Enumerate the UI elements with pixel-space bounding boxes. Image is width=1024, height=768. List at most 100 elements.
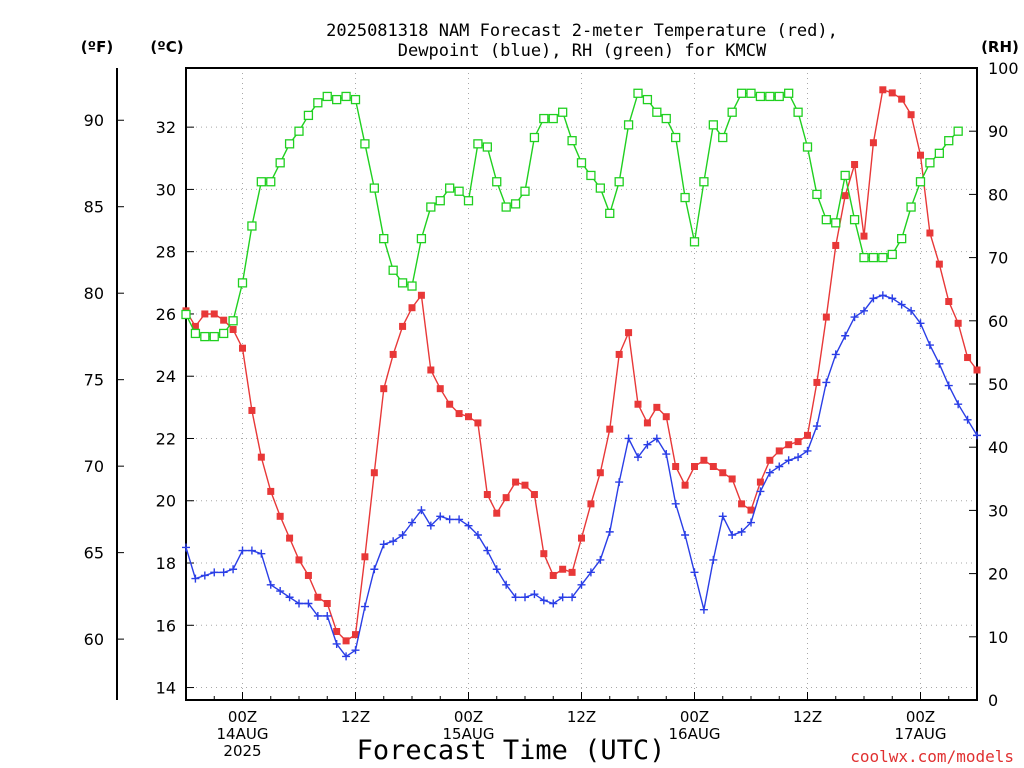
temperature-point bbox=[898, 95, 906, 103]
rh-point bbox=[388, 265, 398, 275]
rh-point bbox=[906, 202, 916, 212]
temperature-point bbox=[766, 456, 774, 464]
temperature-point bbox=[210, 310, 218, 318]
temperature-point bbox=[822, 313, 830, 321]
rh-point bbox=[275, 158, 285, 168]
temperature-point bbox=[888, 89, 896, 97]
rh-point bbox=[887, 249, 897, 260]
rh-point bbox=[501, 202, 511, 212]
dewpoint-point bbox=[784, 456, 793, 465]
dewpoint-point bbox=[276, 587, 285, 596]
dewpoint-point bbox=[342, 652, 351, 661]
x-tick-label: 12Z bbox=[793, 708, 822, 726]
x-tick-label: 00Z bbox=[228, 708, 257, 726]
temperature-point bbox=[662, 413, 670, 421]
dewpoint-point bbox=[285, 593, 294, 602]
temperature-point bbox=[342, 637, 350, 645]
dewpoint-point bbox=[521, 593, 529, 602]
temperature-point bbox=[521, 481, 529, 489]
dewpoint-point bbox=[398, 530, 407, 539]
rh-point bbox=[200, 331, 210, 342]
rh-tick-label: 10 bbox=[988, 628, 1008, 647]
dewpoint-point bbox=[455, 515, 464, 524]
celsius-tick-label: 16 bbox=[156, 616, 176, 635]
x-tick-label: 2025 bbox=[223, 742, 261, 760]
temperature-point bbox=[304, 571, 312, 579]
dewpoint-point bbox=[389, 537, 398, 546]
dewpoint-point bbox=[492, 565, 501, 574]
dewpoint-point bbox=[200, 571, 209, 580]
temperature-point bbox=[191, 322, 199, 330]
temperature-point bbox=[530, 491, 538, 499]
dewpoint-point bbox=[436, 512, 445, 521]
rh-point bbox=[209, 331, 219, 342]
rh-point bbox=[303, 110, 314, 121]
dewpoint-point bbox=[313, 611, 322, 620]
rh-point bbox=[284, 139, 295, 149]
rh-point bbox=[181, 309, 191, 320]
temperature-point bbox=[483, 491, 491, 499]
dewpoint-point bbox=[304, 599, 313, 608]
temperature-point bbox=[399, 322, 407, 330]
rh-point bbox=[539, 113, 549, 124]
rh-tick-label: 90 bbox=[988, 122, 1008, 141]
dewpoint-point bbox=[511, 593, 520, 602]
rh-point bbox=[718, 132, 728, 143]
rh-point bbox=[407, 281, 417, 291]
temperature-point bbox=[568, 568, 576, 576]
rh-point bbox=[934, 148, 944, 158]
rh-point bbox=[473, 139, 483, 149]
dewpoint-point bbox=[238, 546, 247, 555]
dewpoint-point bbox=[916, 319, 925, 328]
dewpoint-point bbox=[709, 555, 718, 564]
dewpoint-point bbox=[850, 313, 859, 322]
dewpoint-point bbox=[596, 555, 605, 564]
celsius-tick-label: 30 bbox=[156, 180, 176, 199]
dewpoint-point bbox=[652, 434, 661, 443]
dewpoint-point bbox=[370, 565, 379, 574]
rh-point bbox=[482, 142, 492, 152]
rh-point bbox=[463, 196, 474, 206]
dewpoint-point bbox=[417, 506, 426, 515]
dewpoint-point bbox=[831, 350, 840, 359]
dewpoint-point bbox=[483, 546, 492, 555]
x-axis-label: Forecast Time (UTC) bbox=[357, 735, 666, 766]
rh-point bbox=[529, 132, 540, 143]
temperature-point bbox=[465, 413, 472, 421]
chart-subtitle: Dewpoint (blue), RH (green) for KMCW bbox=[398, 41, 767, 61]
rh-point bbox=[445, 183, 455, 193]
dewpoint-point bbox=[219, 568, 228, 577]
dewpoint-point bbox=[812, 422, 821, 431]
dewpoint-point bbox=[577, 580, 586, 589]
temperature-point bbox=[267, 487, 275, 495]
dewpoint-point bbox=[897, 300, 906, 309]
celsius-tick-label: 28 bbox=[156, 243, 176, 262]
rh-point bbox=[897, 233, 907, 244]
rh-point bbox=[567, 136, 577, 146]
dewpoint-point bbox=[878, 291, 887, 300]
temperature-point bbox=[775, 447, 783, 455]
rh-point bbox=[510, 199, 521, 209]
dewpoint-point bbox=[841, 331, 850, 340]
temperature-point bbox=[408, 304, 416, 312]
temperature-point bbox=[643, 419, 651, 427]
rh-point bbox=[746, 88, 756, 98]
rh-point bbox=[416, 233, 427, 244]
dewpoint-point bbox=[257, 549, 266, 558]
dewpoint-point bbox=[332, 639, 341, 648]
dewpoint-point bbox=[426, 521, 435, 530]
temperature-point bbox=[879, 86, 887, 94]
temperature-point bbox=[709, 463, 717, 471]
rh-point bbox=[755, 91, 766, 102]
x-tick-label: 14AUG bbox=[217, 725, 269, 743]
rh-point bbox=[802, 142, 813, 152]
rh-point bbox=[228, 316, 238, 326]
dewpoint-point bbox=[775, 462, 784, 471]
dewpoint-point bbox=[671, 499, 680, 508]
fahrenheit-tick-label: 90 bbox=[84, 111, 104, 130]
rh-point bbox=[784, 88, 794, 98]
rh-point bbox=[369, 183, 379, 193]
temperature-point bbox=[239, 344, 246, 352]
